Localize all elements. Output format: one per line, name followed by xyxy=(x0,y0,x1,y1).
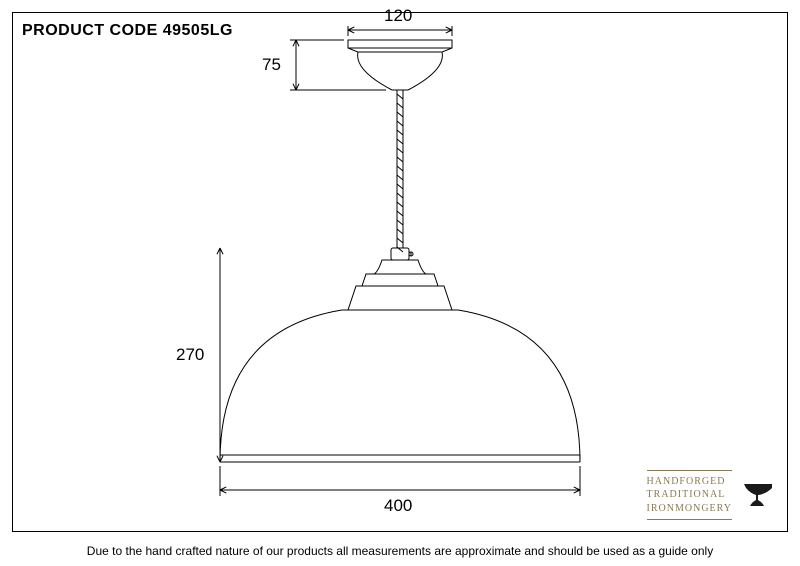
brand-line1: HANDFORGED xyxy=(647,475,732,489)
brand-line2: TRADITIONAL xyxy=(647,488,732,502)
dim-shade-height: 270 xyxy=(176,345,204,365)
dim-canopy-width: 120 xyxy=(384,6,412,26)
brand-mark: HANDFORGED TRADITIONAL IRONMONGERY xyxy=(647,470,776,521)
brand-line3: IRONMONGERY xyxy=(647,502,732,516)
brand-text: HANDFORGED TRADITIONAL IRONMONGERY xyxy=(647,470,732,521)
dim-canopy-height: 75 xyxy=(262,55,281,75)
disclaimer-text: Due to the hand crafted nature of our pr… xyxy=(0,544,800,558)
anvil-icon xyxy=(742,478,776,512)
dim-shade-width: 400 xyxy=(384,496,412,516)
